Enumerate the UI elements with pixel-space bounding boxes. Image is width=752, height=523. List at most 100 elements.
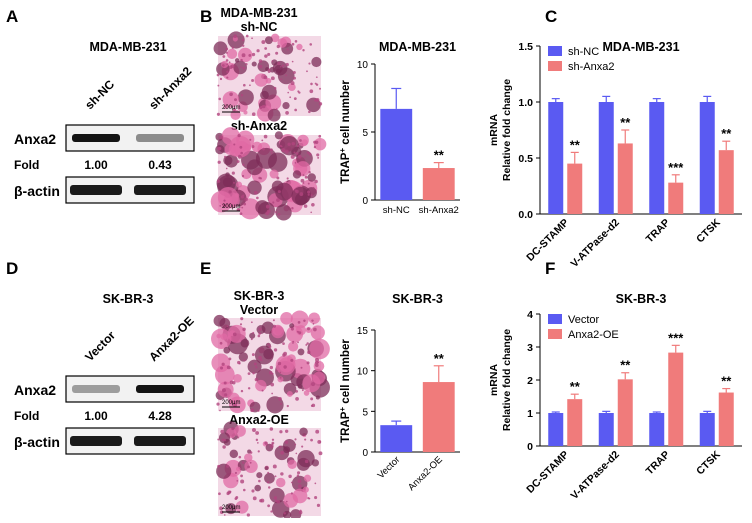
significance-label: ** bbox=[721, 126, 732, 141]
stain-dot bbox=[315, 357, 320, 362]
y-axis-label-part: + bbox=[338, 148, 347, 153]
stain-dot bbox=[290, 481, 293, 484]
stain-dot bbox=[306, 361, 310, 365]
stain-dot bbox=[234, 98, 238, 102]
stain-dot bbox=[271, 392, 274, 395]
chart-title: SK-BR-3 bbox=[392, 292, 443, 306]
stain-dot bbox=[272, 324, 277, 328]
stain-dot bbox=[242, 44, 245, 47]
stain-dot bbox=[271, 372, 274, 375]
stain-dot bbox=[279, 144, 282, 148]
blot-band bbox=[72, 134, 120, 142]
stained-cell bbox=[233, 374, 242, 383]
stained-cell bbox=[277, 376, 284, 383]
stain-dot bbox=[276, 176, 280, 180]
y-tick-label: 1.0 bbox=[518, 97, 533, 109]
stain-dot bbox=[284, 440, 289, 445]
stain-dot bbox=[276, 500, 281, 504]
stain-dot bbox=[262, 104, 266, 109]
stain-dot bbox=[258, 64, 263, 69]
stain-dot bbox=[247, 387, 251, 390]
stain-dot bbox=[249, 138, 252, 141]
stained-cell bbox=[237, 89, 254, 106]
stain-dot bbox=[252, 371, 255, 375]
stain-dot bbox=[226, 63, 229, 66]
stain-dot bbox=[258, 176, 261, 180]
stain-dot bbox=[290, 358, 294, 362]
stain-dot bbox=[224, 393, 228, 397]
stained-cell bbox=[228, 143, 242, 157]
stain-dot bbox=[315, 363, 319, 368]
stain-dot bbox=[264, 47, 268, 50]
stain-dot bbox=[251, 52, 256, 57]
stained-cell bbox=[275, 204, 292, 221]
stain-dot bbox=[240, 94, 244, 97]
y-tick-label: 0 bbox=[362, 448, 368, 459]
stain-dot bbox=[307, 350, 311, 355]
stain-dot bbox=[250, 408, 255, 413]
stained-cell bbox=[303, 390, 310, 396]
stain-dot bbox=[239, 145, 243, 149]
stain-dot bbox=[245, 63, 248, 66]
stain-dot bbox=[238, 455, 242, 459]
stain-dot bbox=[259, 106, 263, 110]
stained-cell bbox=[309, 338, 330, 360]
stained-cell bbox=[232, 36, 238, 42]
stain-dot bbox=[317, 156, 320, 159]
stained-cell bbox=[277, 38, 288, 48]
legend-label: sh-NC bbox=[568, 46, 599, 58]
stain-dot bbox=[229, 380, 234, 385]
stain-dot bbox=[314, 482, 317, 485]
stain-dot bbox=[249, 451, 253, 454]
stain-dot bbox=[278, 445, 282, 449]
stained-cell bbox=[226, 48, 238, 60]
stain-dot bbox=[222, 55, 226, 58]
stain-dot bbox=[307, 182, 310, 185]
stained-cell bbox=[227, 324, 246, 343]
stain-dot bbox=[300, 366, 303, 369]
stain-dot bbox=[296, 471, 301, 475]
western-blot-A: MDA-MB-231 sh-NC sh-Anxa2 Anxa2 Fold 1.00 0.43… bbox=[14, 40, 195, 204]
stain-dot bbox=[230, 64, 235, 69]
stain-dot bbox=[233, 34, 238, 39]
stain-dot bbox=[268, 345, 272, 349]
stain-dot bbox=[237, 436, 240, 439]
stain-dot bbox=[219, 205, 222, 207]
blot-fold-value: 1.00 bbox=[84, 158, 108, 172]
stain-dot bbox=[244, 197, 248, 202]
stain-dot bbox=[298, 510, 303, 515]
stain-dot bbox=[264, 104, 267, 107]
stain-dot bbox=[240, 66, 242, 69]
blot-loading-label: β-actin bbox=[14, 434, 60, 450]
stain-dot bbox=[237, 360, 241, 365]
stain-dot bbox=[281, 148, 286, 153]
stain-dot bbox=[293, 151, 296, 154]
stain-dot bbox=[309, 89, 314, 94]
y-axis-label: mRNA bbox=[488, 114, 500, 147]
stain-dot bbox=[242, 66, 246, 70]
stain-dot bbox=[223, 438, 226, 442]
significance-label: ** bbox=[570, 379, 581, 394]
stain-dot bbox=[221, 362, 225, 366]
stain-dot bbox=[222, 445, 226, 449]
panel-letter-C: C bbox=[545, 7, 557, 26]
bar bbox=[567, 399, 583, 446]
y-tick-label: 0 bbox=[527, 441, 533, 453]
stain-dot bbox=[217, 438, 220, 441]
stained-cell bbox=[267, 108, 281, 122]
stain-dot bbox=[241, 206, 244, 209]
stain-dot bbox=[226, 325, 229, 328]
blot-band bbox=[72, 385, 120, 393]
stain-dot bbox=[243, 202, 247, 206]
stain-dot bbox=[314, 179, 318, 184]
stain-dot bbox=[283, 365, 287, 369]
stained-cell bbox=[244, 459, 258, 473]
stained-cell bbox=[255, 379, 267, 392]
bar bbox=[380, 425, 413, 452]
bar bbox=[598, 102, 614, 214]
scale-bar-label: 200μm bbox=[222, 400, 240, 406]
stain-dot bbox=[276, 198, 280, 203]
stain-dot bbox=[226, 70, 229, 74]
stain-dot bbox=[274, 475, 277, 478]
stain-dot bbox=[252, 428, 256, 432]
